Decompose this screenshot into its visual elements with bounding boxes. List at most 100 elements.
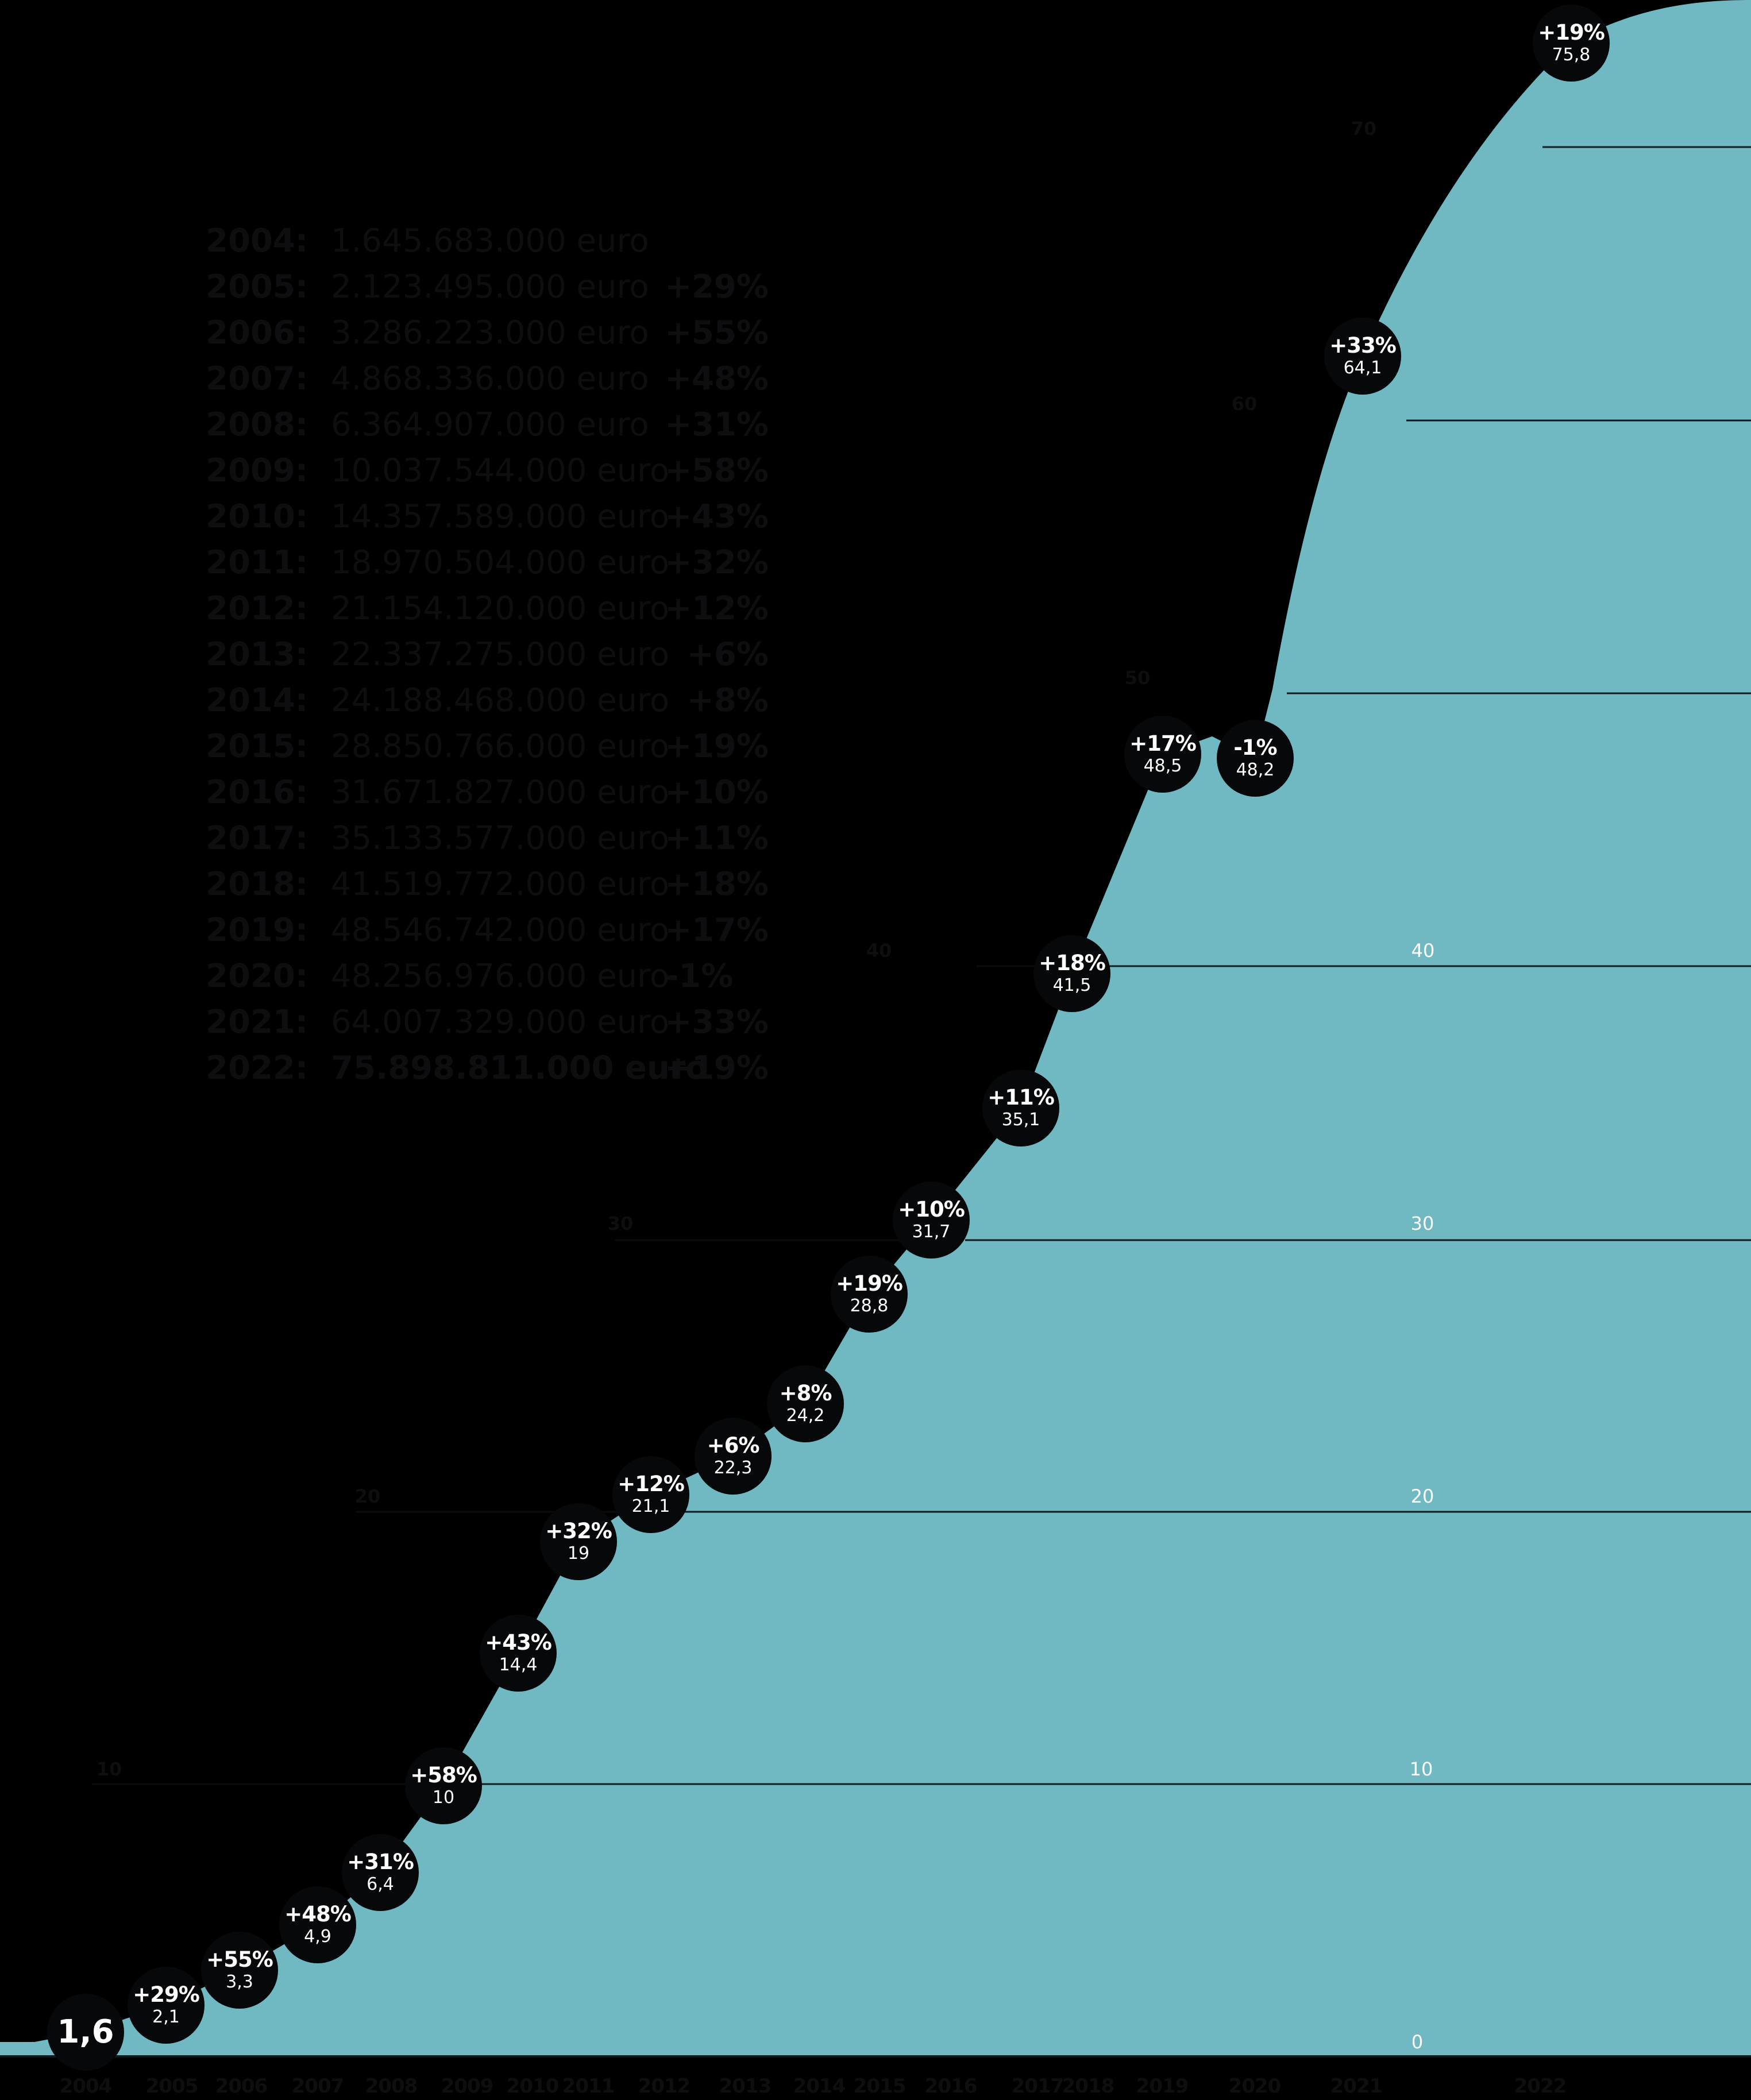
x-tick-2004: 2004 [59, 2075, 113, 2098]
row-pct: -1% [665, 958, 734, 995]
row-amount: 64.007.329.000 euro [331, 1003, 670, 1041]
bubble-value: 14,4 [499, 1655, 538, 1675]
data-bubble-2004: 1,6 [47, 1994, 124, 2071]
bubble-growth: +8% [779, 1381, 832, 1406]
bubble-value: 75,8 [1552, 45, 1591, 65]
row-amount: 22.337.275.000 euro [331, 636, 670, 673]
row-pct: +43% [665, 498, 769, 535]
bubble-growth: +12% [618, 1472, 685, 1496]
y-tick-20-dim: 20 [354, 1485, 381, 1507]
bubble-growth: +19% [836, 1271, 903, 1296]
bubble-value: 3,3 [226, 1972, 253, 1992]
row-year: 2008: [206, 406, 308, 443]
row-year: 2012: [206, 590, 308, 627]
x-tick-2008: 2008 [365, 2075, 418, 2098]
row-year: 2010: [206, 498, 308, 535]
row-amount: 4.868.336.000 euro [331, 360, 649, 397]
y-tick-50-dim: 50 [1124, 667, 1151, 689]
row-amount: 75.898.811.000 euro [331, 1049, 708, 1087]
bubble-growth: +32% [545, 1519, 612, 1543]
row-pct: +18% [665, 866, 769, 903]
data-bubble-2011: +32% 19 [540, 1503, 617, 1580]
bubble-value: 21,1 [631, 1496, 670, 1516]
data-bubble-2012: +12% 21,1 [612, 1456, 689, 1533]
row-amount: 28.850.766.000 euro [331, 728, 670, 765]
row-pct: +12% [665, 590, 769, 627]
x-tick-2018: 2018 [1062, 2075, 1115, 2098]
bubble-value: 2,1 [152, 2007, 180, 2027]
bubble-growth: +55% [206, 1947, 273, 1972]
row-amount: 35.133.577.000 euro [331, 820, 670, 857]
row-pct: +6% [687, 636, 769, 673]
bubble-growth: +43% [485, 1630, 552, 1655]
row-year: 2009: [206, 452, 308, 489]
x-tick-2006: 2006 [215, 2075, 268, 2098]
row-year: 2019: [206, 912, 308, 949]
row-amount: 6.364.907.000 euro [331, 406, 649, 443]
data-bubble-2008: +31% 6,4 [342, 1834, 419, 1911]
x-tick-2014: 2014 [793, 2075, 846, 2098]
y-tick-30: 30 [1410, 1213, 1434, 1234]
bubble-growth: +17% [1129, 731, 1197, 756]
x-tick-2020: 2020 [1228, 2075, 1282, 2098]
data-bubble-2014: +8% 24,2 [767, 1365, 844, 1442]
bubble-growth: +33% [1329, 333, 1397, 358]
row-pct: +32% [665, 544, 769, 581]
row-year: 2017: [206, 820, 308, 857]
bubble-growth: -1% [1233, 735, 1277, 760]
y-tick-70-dim: 70 [1351, 118, 1377, 140]
row-amount: 1.645.683.000 euro [331, 222, 649, 260]
x-tick-2009: 2009 [441, 2075, 494, 2098]
bubble-value: 1,6 [57, 2013, 114, 2051]
row-pct: +33% [665, 1003, 769, 1041]
bubble-growth: +58% [410, 1763, 477, 1788]
row-year: 2005: [206, 268, 308, 306]
row-pct: +10% [665, 774, 769, 811]
x-tick-2005: 2005 [145, 2075, 199, 2098]
row-pct: +58% [665, 452, 769, 489]
y-tick-40: 40 [1411, 940, 1435, 962]
row-amount: 14.357.589.000 euro [331, 498, 670, 535]
data-bubble-2022: +19% 75,8 [1533, 5, 1610, 82]
row-amount: 2.123.495.000 euro [331, 268, 649, 306]
y-tick-0: 0 [1411, 2031, 1424, 2053]
bubble-value: 24,2 [786, 1406, 825, 1426]
bubble-value: 41,5 [1052, 975, 1092, 995]
row-amount: 48.256.976.000 euro [331, 958, 670, 995]
bubble-value: 35,1 [1001, 1110, 1040, 1130]
bubble-growth: +29% [133, 1982, 200, 2007]
x-tick-2016: 2016 [924, 2075, 978, 2098]
row-year: 2021: [206, 1003, 308, 1041]
row-pct: +19% [665, 728, 769, 765]
x-tick-2019: 2019 [1136, 2075, 1189, 2098]
data-bubble-2005: +29% 2,1 [128, 1967, 205, 2044]
bubble-growth: +48% [284, 1902, 352, 1927]
row-year: 2013: [206, 636, 308, 673]
row-pct: +55% [665, 314, 769, 352]
y-tick-10: 10 [1409, 1758, 1433, 1780]
x-tick-2017: 2017 [1011, 2075, 1065, 2098]
data-bubble-2010: +43% 14,4 [480, 1615, 557, 1692]
y-tick-30-dim: 30 [607, 1213, 634, 1234]
row-pct: +17% [665, 912, 769, 949]
row-pct: +29% [665, 268, 769, 306]
x-tick-2010: 2010 [506, 2075, 560, 2098]
row-year: 2004: [206, 222, 308, 260]
bubble-growth: +6% [707, 1433, 760, 1458]
x-tick-2011: 2011 [562, 2075, 615, 2098]
row-pct: +8% [687, 682, 769, 719]
row-amount: 18.970.504.000 euro [331, 544, 670, 581]
data-bubble-2016: +10% 31,7 [893, 1182, 970, 1259]
y-tick-10-dim: 10 [96, 1758, 122, 1780]
bubble-value: 64,1 [1343, 358, 1382, 378]
row-year: 2011: [206, 544, 308, 581]
row-year: 2016: [206, 774, 308, 811]
row-amount: 21.154.120.000 euro [331, 590, 670, 627]
row-pct: +48% [665, 360, 769, 397]
bubble-growth: +11% [988, 1085, 1055, 1110]
bubble-value: 28,8 [850, 1296, 889, 1316]
bubble-growth: +19% [1538, 20, 1605, 45]
data-bubble-2018: +18% 41,5 [1033, 935, 1110, 1012]
row-year: 2018: [206, 866, 308, 903]
data-bubble-2021: +33% 64,1 [1324, 318, 1401, 395]
